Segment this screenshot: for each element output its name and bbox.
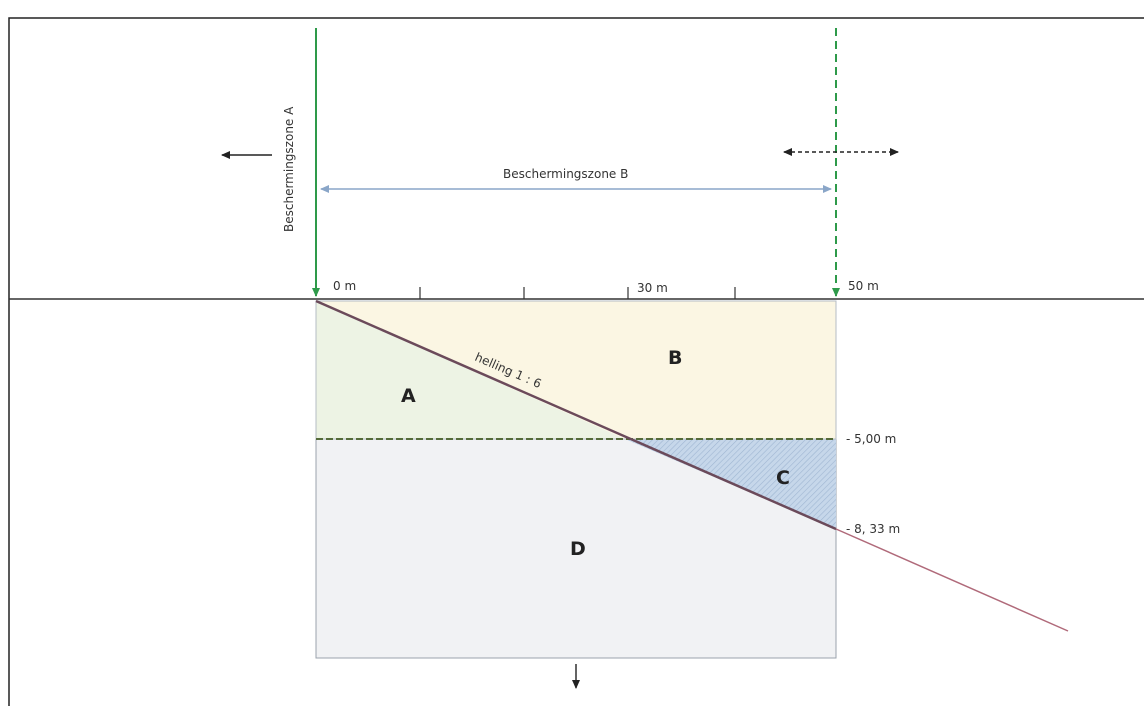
zone-b-area (316, 301, 836, 439)
tick-label-50: 50 m (848, 279, 879, 293)
zone-a-letter: A (401, 385, 416, 407)
slope-line-inner (315, 299, 837, 531)
depth-833-label: - 8, 33 m (846, 522, 900, 536)
frame (8, 17, 1144, 706)
tick-label-30: 30 m (637, 281, 668, 295)
zone-b-letter: B (668, 347, 682, 369)
zone-b-label: Beschermingszone B (503, 167, 628, 181)
zone-c-letter: C (776, 467, 790, 489)
zone-d-letter: D (570, 538, 586, 560)
depth-5-label: - 5,00 m (846, 432, 896, 446)
slope-line-extension (835, 528, 1069, 632)
zone-a-vertical-label: Beschermingszone A (282, 106, 296, 232)
tick-label-0: 0 m (333, 279, 356, 293)
